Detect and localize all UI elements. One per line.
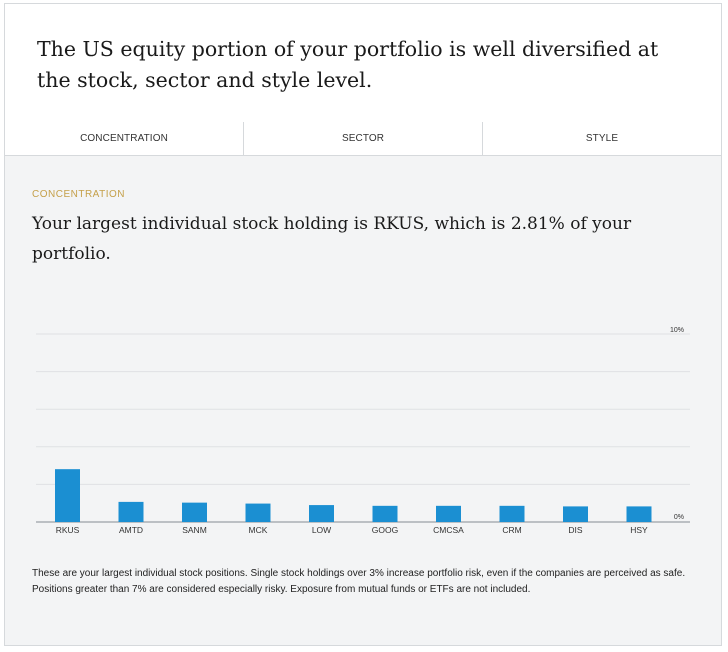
x-label-dis: DIS [568,525,583,535]
x-label-low: LOW [312,525,331,535]
bar-rkus[interactable] [55,469,80,522]
x-label-goog: GOOG [372,525,398,535]
tab-bar: CONCENTRATION SECTOR STYLE [5,122,721,156]
x-label-amtd: AMTD [119,525,143,535]
concentration-summary: Your largest individual stock holding is… [32,214,632,264]
bar-sanm[interactable] [182,502,207,522]
section-label: CONCENTRATION [32,189,125,200]
card-header: The US equity portion of your portfolio … [5,4,721,123]
x-label-mck: MCK [249,525,268,535]
x-label-crm: CRM [502,525,521,535]
bar-amtd[interactable] [118,501,144,522]
concentration-card: The US equity portion of your portfolio … [4,3,722,646]
concentration-bar-chart: RKUS AMTD SANM MCK LOW GOOG CMCSA CRM DIS HSY 10%… [36,327,690,535]
x-label-rkus: RKUS [56,525,80,535]
bar-dis[interactable] [563,506,588,522]
tab-sector[interactable]: SECTOR [244,122,483,155]
bar-crm[interactable] [499,505,525,522]
chart-footnote: These are your largest individual stock … [32,568,686,595]
y-axis-top-label: 10% [670,327,684,334]
bar-cmcsa[interactable] [436,505,461,522]
y-axis-bottom-label: 0% [674,514,684,521]
x-label-sanm: SANM [182,525,207,535]
bar-hsy[interactable] [626,506,652,522]
bar-mck[interactable] [245,503,271,522]
chart-x-labels: RKUS AMTD SANM MCK LOW GOOG CMCSA CRM DIS HSY [56,525,648,535]
x-label-hsy: HSY [630,525,648,535]
page-headline: The US equity portion of your portfolio … [37,37,659,92]
bar-low[interactable] [309,505,334,522]
chart-gridlines [36,333,690,523]
x-label-cmcsa: CMCSA [433,525,464,535]
bar-goog[interactable] [372,505,398,522]
chart-bars [55,469,652,522]
tab-concentration[interactable]: CONCENTRATION [5,122,244,155]
tab-style[interactable]: STYLE [585,133,619,144]
